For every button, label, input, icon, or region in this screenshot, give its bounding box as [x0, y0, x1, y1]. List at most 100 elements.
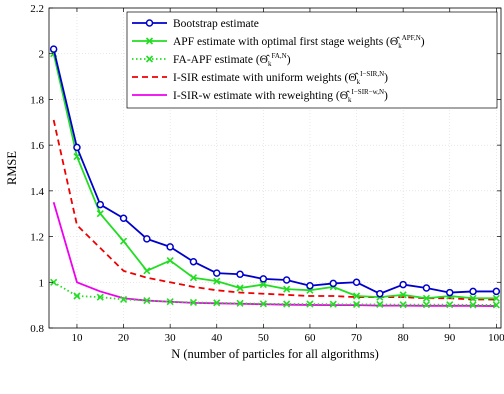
data-point [376, 289, 384, 298]
data-point [422, 294, 431, 302]
series-2 [50, 278, 500, 309]
legend-box [126, 11, 498, 109]
series-0 [49, 45, 501, 298]
x-tick-label: 60 [304, 332, 316, 344]
data-point [422, 301, 431, 309]
data-point [352, 292, 361, 300]
data-point [259, 281, 267, 289]
marker-stroke [119, 295, 128, 303]
y-tick-label: 0.8 [30, 323, 44, 335]
legend-label: Bootstrap estimate [173, 18, 259, 30]
data-point [282, 276, 291, 284]
legend-label: I-SIR-w estimate with reweighting (Θ̂kI−… [173, 88, 388, 104]
x-tick-label: 100 [488, 332, 504, 344]
x-tick-label: 20 [118, 332, 130, 344]
data-point [399, 291, 407, 299]
data-point [143, 235, 151, 243]
series-layer [49, 45, 501, 309]
marker-stroke [143, 267, 151, 275]
data-point [213, 299, 221, 307]
marker-stroke [283, 300, 291, 308]
marker-stroke [96, 293, 104, 301]
data-point [189, 257, 198, 266]
data-point [352, 278, 361, 287]
marker-stroke [492, 301, 500, 309]
marker-stroke [259, 300, 267, 308]
data-point [445, 288, 454, 297]
x-tick-label: 90 [444, 332, 456, 344]
y-tick-label: 1.8 [30, 94, 44, 106]
data-point [236, 270, 244, 279]
marker-stroke [143, 297, 151, 305]
legend-marker [145, 55, 154, 63]
marker-stroke [329, 300, 337, 308]
data-point [469, 287, 477, 296]
data-point [213, 269, 221, 277]
data-point [422, 284, 431, 292]
data-point [259, 300, 267, 308]
marker-stroke [145, 37, 154, 45]
marker-stroke [236, 284, 244, 292]
data-point [189, 298, 198, 306]
marker-stroke [399, 301, 407, 309]
x-tick-label: 10 [71, 332, 83, 344]
data-point [236, 284, 244, 292]
y-tick-label: 1.2 [30, 232, 44, 244]
legend-marker [145, 37, 154, 45]
data-point [259, 275, 268, 283]
data-point [96, 293, 104, 301]
data-point [306, 281, 314, 290]
x-tick-label: 30 [165, 332, 177, 344]
x-tick-label: 70 [351, 332, 363, 344]
marker-stroke [376, 300, 384, 309]
marker-stroke [352, 300, 361, 309]
data-point [96, 200, 105, 209]
marker-stroke [189, 298, 198, 306]
y-tick-label: 1.4 [30, 186, 44, 198]
marker-stroke [399, 291, 407, 299]
y-tick-label: 1.6 [30, 140, 44, 152]
legend-marker [145, 19, 154, 27]
legend-entry: APF estimate with optimal first stage we… [132, 34, 425, 50]
data-point [352, 300, 361, 309]
marker-stroke [166, 298, 174, 306]
data-point [399, 280, 407, 289]
data-point [166, 257, 174, 265]
plot-frame [48, 7, 502, 329]
legend-entry: I-SIR estimate with uniform weights (Θ̂k… [132, 70, 388, 86]
data-point [469, 294, 477, 302]
data-point [50, 278, 58, 286]
data-point [469, 301, 477, 309]
marker-stroke [166, 257, 174, 265]
marker-stroke [446, 301, 454, 309]
legend-entry: I-SIR-w estimate with reweighting (Θ̂kI−… [132, 88, 388, 104]
data-point [119, 237, 128, 245]
y-tick-label: 2 [39, 49, 45, 61]
data-point [143, 297, 151, 305]
data-point [376, 300, 384, 309]
x-tick-label: 80 [398, 332, 410, 344]
data-point [119, 295, 128, 303]
axis-ticks: 10 20 30 40 50 60 70 80 90 100 0.8 1 1.2 1.4 1.6 1.8 2 2.… [30, 3, 504, 344]
marker-stroke [73, 292, 81, 300]
data-point [492, 294, 500, 302]
data-point [73, 143, 81, 152]
legend-entry: FA-APF estimate (Θ̂kFA,N) [132, 52, 291, 68]
marker-stroke [145, 55, 154, 63]
data-point [49, 45, 58, 53]
x-tick-label: 50 [258, 332, 270, 344]
marker-stroke [492, 294, 500, 302]
data-point [306, 300, 314, 308]
marker-stroke [236, 299, 244, 307]
legend-entry: Bootstrap estimate [132, 18, 259, 30]
marker-stroke [422, 301, 431, 309]
series-line [52, 48, 497, 295]
x-tick-label: 40 [211, 332, 223, 344]
data-point [119, 214, 128, 223]
x-axis-label: N (number of particles for all algorithm… [171, 347, 379, 361]
data-point [213, 277, 221, 285]
marker-stroke [259, 281, 267, 289]
series-line [52, 53, 497, 300]
data-point [492, 287, 501, 296]
